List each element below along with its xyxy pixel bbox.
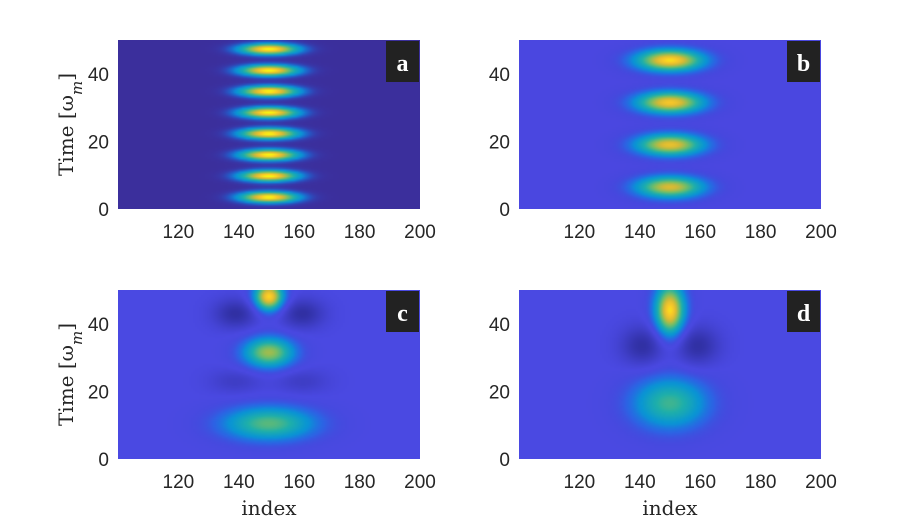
- x-tick-label: 160: [684, 222, 716, 243]
- y-tick-label: 40: [489, 315, 510, 336]
- panel-b: 120 140 160 180 200 0 20 40 b: [489, 40, 837, 243]
- y-axis-label: Time [ωm]: [54, 73, 86, 176]
- x-tick-label: 160: [684, 472, 716, 493]
- panel-label-text: d: [797, 301, 811, 327]
- y-tick-label: 0: [499, 450, 510, 471]
- y-tick-label: 40: [88, 65, 109, 86]
- x-tick-label: 200: [404, 472, 436, 493]
- x-tick-label: 140: [223, 222, 255, 243]
- panel-label-badge: a: [386, 41, 419, 82]
- x-tick-label: 180: [344, 472, 376, 493]
- y-tick-label: 40: [489, 65, 510, 86]
- y-tick-label: 20: [489, 132, 510, 153]
- panel-label-badge: b: [787, 41, 820, 82]
- panel-label-badge: c: [386, 291, 419, 332]
- panel-d: 120 140 160 180 200 0 20 40 d index: [489, 290, 837, 520]
- x-tick-label: 120: [564, 472, 596, 493]
- heatmap-image-d: [519, 290, 821, 459]
- x-tick-label: 180: [745, 472, 777, 493]
- panel-label-text: c: [397, 301, 408, 327]
- x-tick-label: 140: [624, 472, 656, 493]
- x-tick-label: 180: [344, 222, 376, 243]
- panel-label-bg: [386, 41, 419, 82]
- y-tick-label: 20: [489, 382, 510, 403]
- panel-label-bg: [787, 41, 820, 82]
- x-tick-label: 140: [223, 472, 255, 493]
- heatmap-image-c: [118, 290, 420, 459]
- y-tick-label: 20: [88, 382, 109, 403]
- x-tick-label: 160: [283, 222, 315, 243]
- y-tick-label: 20: [88, 132, 109, 153]
- panel-a: 120 140 160 180 200 0 20 40 a Time [ωm]: [54, 40, 436, 243]
- heatmap-image-a: [118, 40, 420, 209]
- x-tick-label: 200: [805, 222, 837, 243]
- heatmap-image-b: [519, 40, 821, 209]
- panel-label-bg: [386, 291, 419, 332]
- y-tick-label: 0: [499, 200, 510, 221]
- x-tick-label: 200: [404, 222, 436, 243]
- panel-c: 120 140 160 180 200 0 20 40 c index Time [ωm]: [54, 290, 436, 520]
- x-axis-label: index: [642, 496, 698, 520]
- x-tick-label: 140: [624, 222, 656, 243]
- y-tick-label: 0: [98, 200, 109, 221]
- x-axis-label: index: [241, 496, 297, 520]
- panel-label-bg: [787, 291, 820, 332]
- panel-label-text: a: [397, 51, 409, 77]
- x-tick-label: 120: [163, 222, 195, 243]
- y-tick-label: 40: [88, 315, 109, 336]
- y-axis-label: Time [ωm]: [54, 323, 86, 426]
- x-tick-label: 120: [564, 222, 596, 243]
- x-tick-label: 200: [805, 472, 837, 493]
- x-tick-label: 160: [283, 472, 315, 493]
- panel-label-badge: d: [787, 291, 820, 332]
- x-tick-label: 180: [745, 222, 777, 243]
- x-tick-label: 120: [163, 472, 195, 493]
- y-tick-label: 0: [98, 450, 109, 471]
- panel-label-text: b: [797, 51, 810, 77]
